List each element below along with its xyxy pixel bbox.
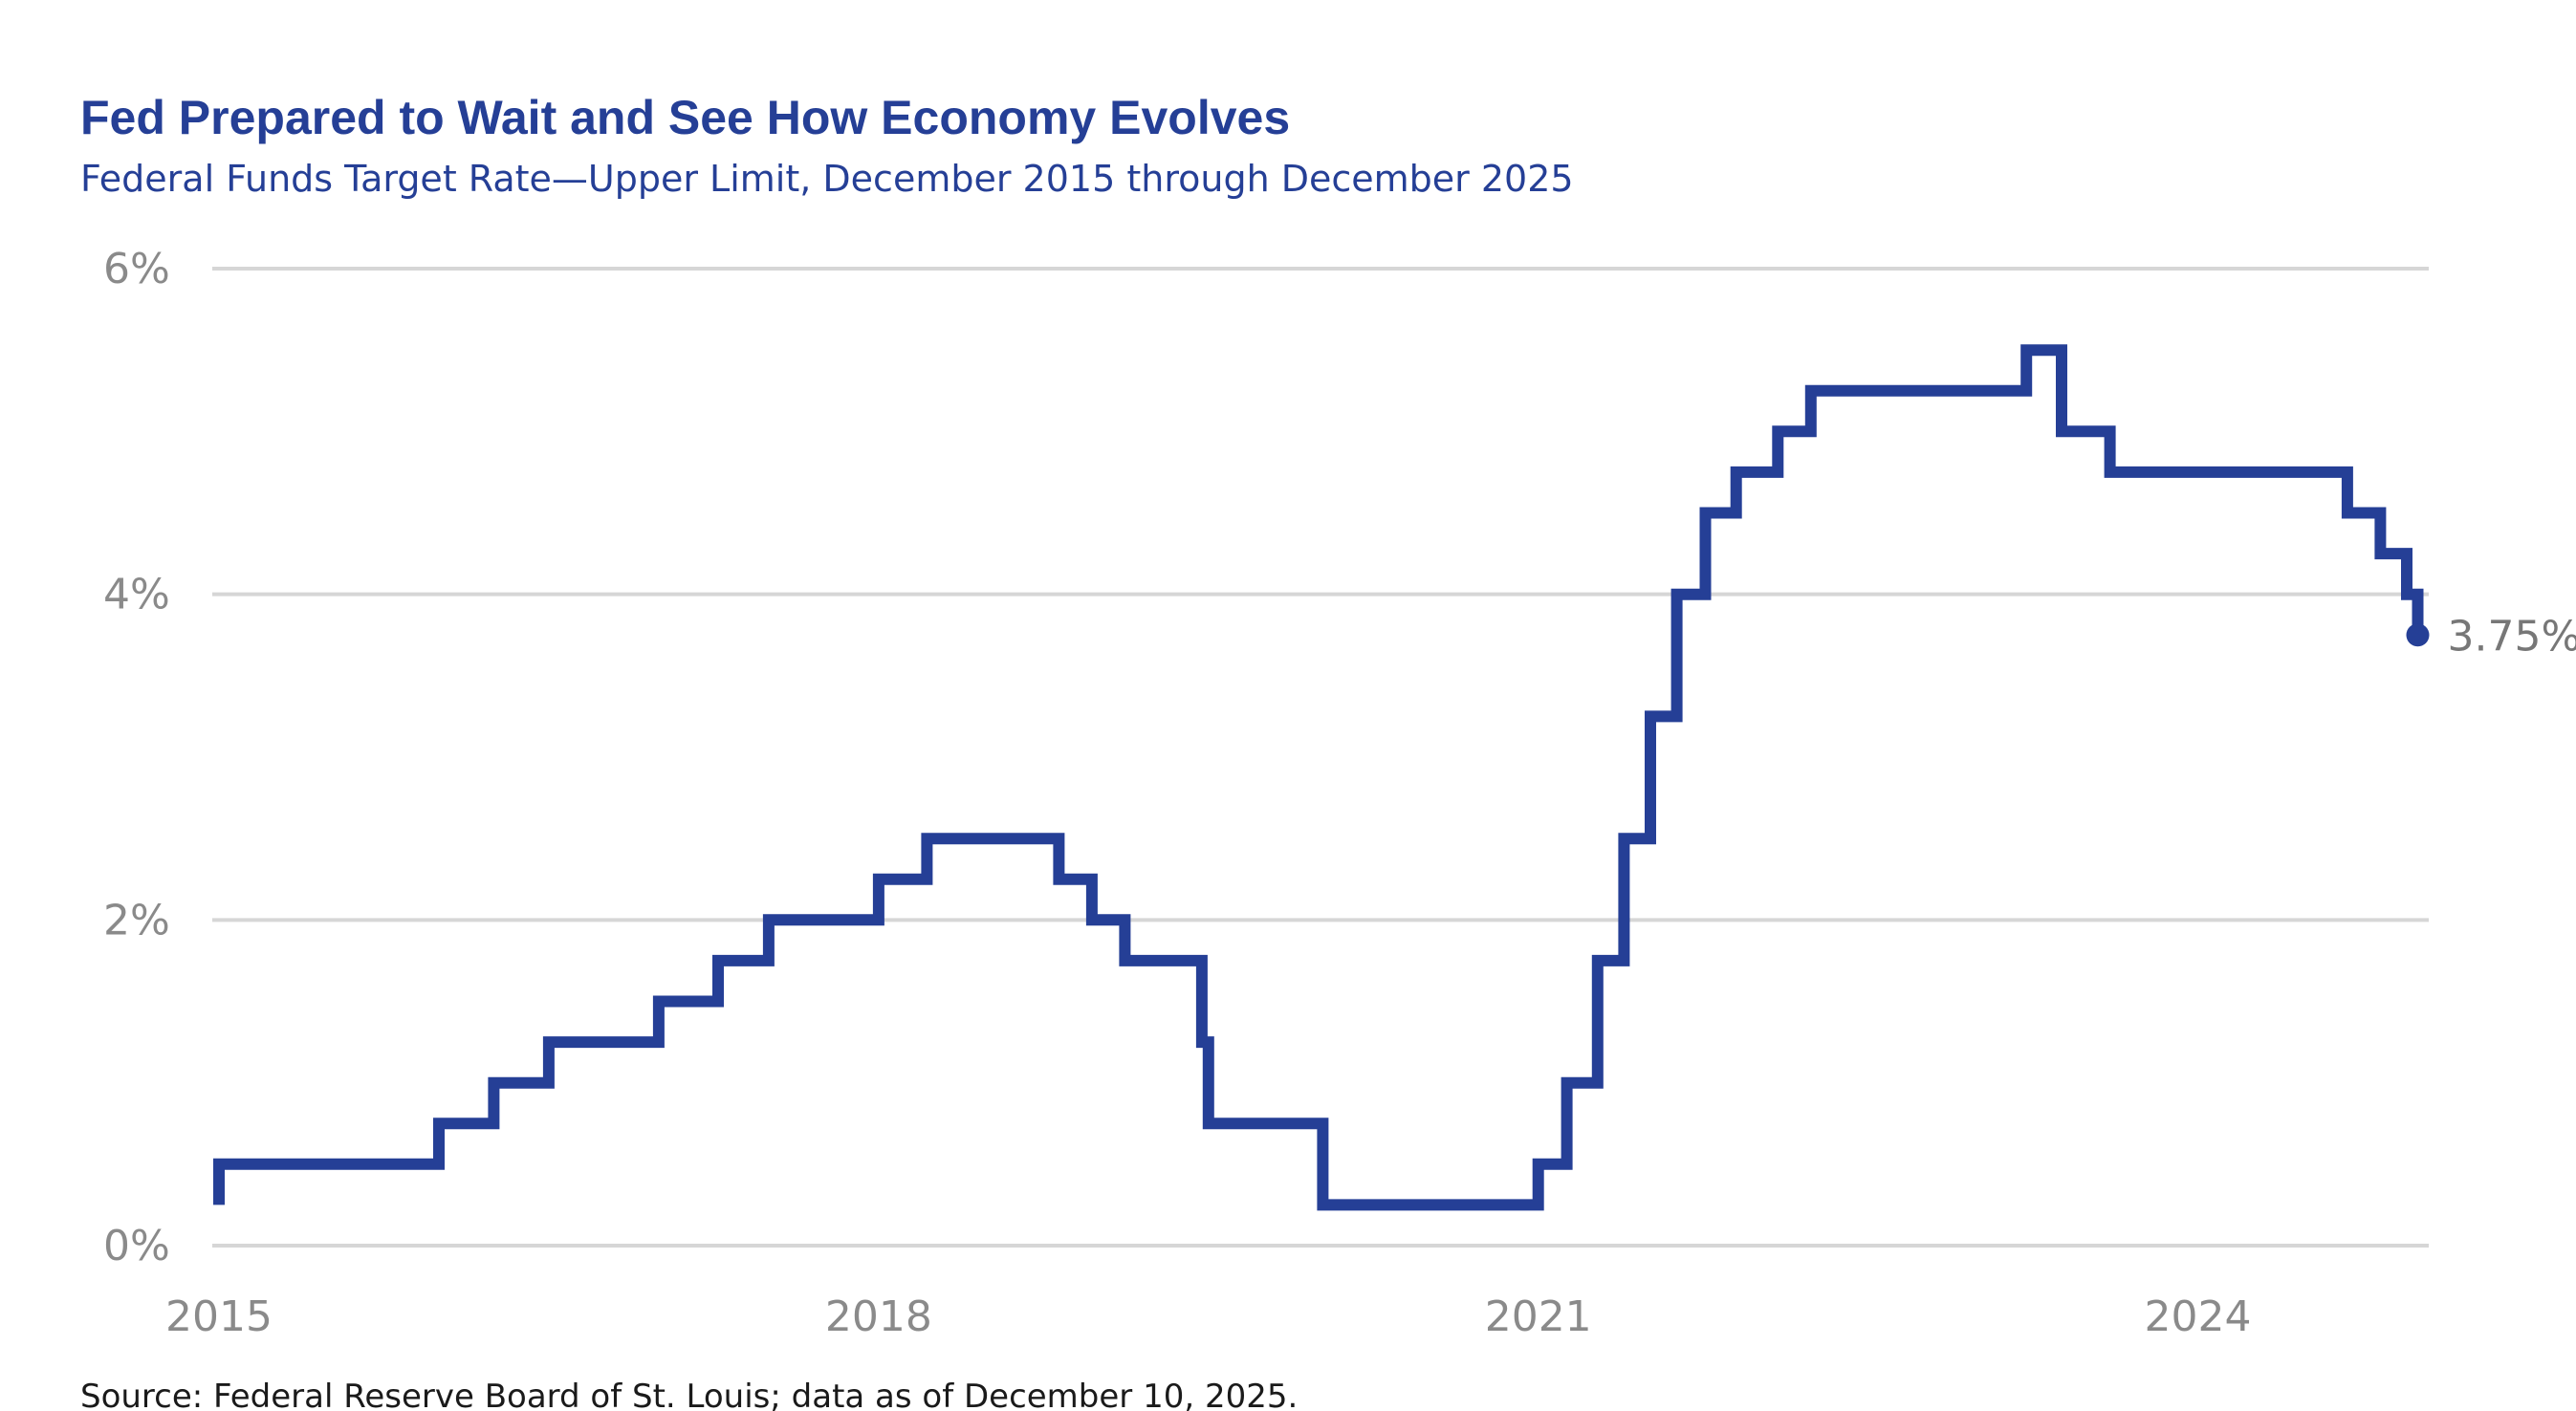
y-tick-label: 0% [103, 1222, 170, 1270]
gridlines [212, 267, 2429, 1248]
end-value-label: 3.75% [2448, 612, 2576, 661]
series-line [213, 344, 2424, 1211]
x-tick-label: 2024 [2145, 1292, 2252, 1341]
x-tick-label: 2021 [1485, 1292, 1592, 1341]
series-layer: 3.75% [213, 344, 2576, 1211]
chart-subtitle: Federal Funds Target Rate—Upper Limit, D… [80, 158, 1574, 200]
x-axis-ticks: 2015 2018 2021 2024 [165, 1292, 2252, 1341]
source-note: Source: Federal Reserve Board of St. Lou… [80, 1378, 1298, 1411]
y-tick-label: 4% [103, 571, 170, 619]
y-tick-label: 2% [103, 896, 170, 944]
chart-title: Fed Prepared to Wait and See How Economy… [80, 91, 1290, 144]
y-axis-ticks: 0% 2% 4% 6% [103, 245, 170, 1270]
x-tick-label: 2018 [825, 1292, 932, 1341]
y-tick-label: 6% [103, 245, 170, 293]
x-tick-label: 2015 [165, 1292, 273, 1341]
end-point-marker [2406, 623, 2430, 647]
